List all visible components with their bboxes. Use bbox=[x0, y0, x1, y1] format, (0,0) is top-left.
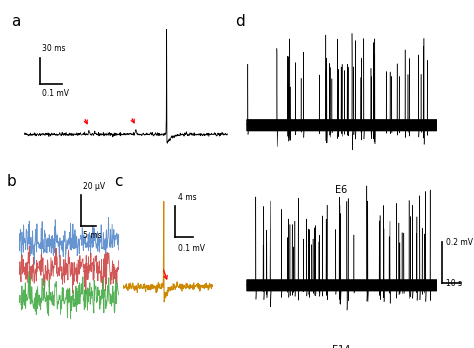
Text: 0.1 mV: 0.1 mV bbox=[178, 244, 205, 253]
Text: 4 ms: 4 ms bbox=[178, 193, 197, 202]
Text: E14: E14 bbox=[332, 345, 350, 348]
Text: 20 μV: 20 μV bbox=[82, 182, 105, 191]
Text: 0.2 mV: 0.2 mV bbox=[446, 238, 473, 247]
Text: b: b bbox=[7, 174, 17, 189]
Text: d: d bbox=[235, 14, 245, 29]
Text: E6: E6 bbox=[335, 184, 347, 195]
Text: 0.1 mV: 0.1 mV bbox=[42, 89, 69, 98]
Text: c: c bbox=[114, 174, 123, 189]
Text: 30 ms: 30 ms bbox=[42, 44, 65, 53]
Text: 5 ms: 5 ms bbox=[82, 231, 101, 240]
Text: a: a bbox=[11, 14, 21, 29]
Text: 10 s: 10 s bbox=[446, 279, 462, 288]
